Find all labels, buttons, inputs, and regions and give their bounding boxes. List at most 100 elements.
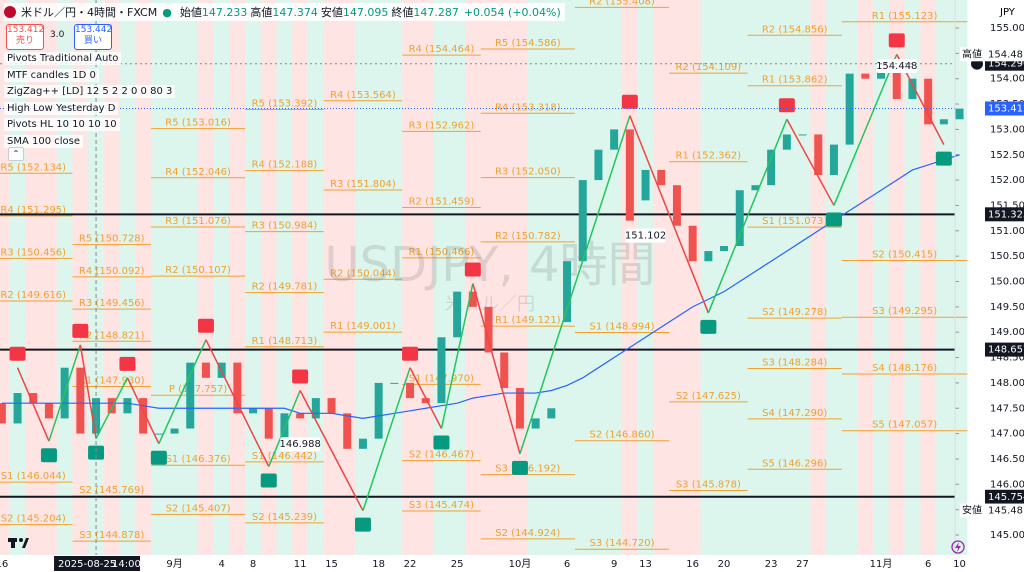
candle-body [720, 246, 729, 252]
swing-high-marker [72, 323, 89, 338]
candle-body [735, 190, 744, 247]
zigzag-segment [362, 367, 411, 511]
indicator-label: Pivots HL 10 10 10 10 [4, 118, 120, 131]
swing-low-marker [700, 319, 717, 334]
pivot-label: S5 (147.057) [872, 420, 937, 431]
swing-high-marker [621, 94, 638, 109]
ohlc-value: 147.233 [201, 6, 248, 19]
pivot-label: S3 (144.878) [79, 530, 144, 541]
low-box [960, 503, 1024, 518]
y-tick-label: 155.000 [990, 23, 1024, 34]
zigzag-segment [472, 283, 521, 455]
day-band [747, 0, 764, 555]
pivot-hl-box [280, 437, 321, 452]
candle-body [547, 408, 556, 419]
day-band [119, 0, 136, 555]
y-tick-label: 147.500 [990, 403, 1024, 414]
candle-body [798, 134, 807, 136]
candle-body [296, 413, 305, 419]
sell-button[interactable]: 153.412 売り [6, 24, 44, 50]
candle-body [845, 73, 854, 145]
pivot-label: R3 (152.962) [409, 120, 475, 131]
pivot-label: S2 (145.769) [79, 485, 144, 496]
zigzag-segment [833, 54, 898, 206]
pivot-label: R4 (151.295) [0, 205, 66, 216]
symbol-header: 米ドル／円・4時間・FXCM ● 始値147.233 高値147.374 安値147… [4, 3, 565, 21]
pivot-label: R1 (147.930) [79, 375, 145, 386]
candle-body [563, 261, 572, 323]
day-band [323, 0, 340, 555]
ohlc-label: 高値 [250, 6, 273, 19]
pivot-label: R2 (154.856) [762, 24, 828, 35]
swing-low-marker [40, 448, 57, 463]
candle-body [908, 78, 917, 99]
y-tick-label: 150.500 [990, 251, 1024, 262]
alert-icon[interactable] [951, 540, 965, 554]
pivot-label: S4 (148.176) [872, 363, 937, 374]
pivot-label: S2 (146.860) [589, 430, 654, 441]
candle-body [123, 398, 132, 414]
y-tick-label: 148.500 [990, 353, 1024, 364]
pivot-label: S2 (147.625) [676, 391, 741, 402]
day-band [716, 0, 732, 555]
ohlc-label: 始値 [179, 6, 202, 19]
change: +0.054 (+0.04%) [463, 5, 561, 19]
pivot-label: S2 (145.204) [1, 514, 66, 525]
swing-low-marker [433, 435, 450, 450]
swing-high-marker [464, 262, 481, 277]
pivot-label: R3 (150.456) [0, 247, 66, 258]
pivot-hl-label: 146.988 [279, 439, 320, 450]
watermark-symbol: USDJPY, 4時間 [325, 237, 656, 293]
day-band [653, 0, 670, 555]
pivot-label: S1 (146.376) [166, 454, 231, 465]
zigzag-segment [126, 377, 160, 445]
sell-label: 売り [15, 36, 34, 46]
swing-high-marker [9, 346, 26, 361]
pivot-label: R2 (154.109) [676, 62, 742, 73]
swing-low-marker [150, 450, 167, 465]
day-band [308, 0, 324, 555]
crosshair-date-box [54, 556, 141, 571]
pivot-label: R3 (150.984) [252, 221, 318, 232]
pivot-label: R3 (149.456) [79, 298, 145, 309]
day-band [465, 0, 481, 555]
symbol[interactable]: 米ドル／円・4時間・FXCM [21, 6, 158, 19]
pivot-label: S1 (146.044) [1, 471, 66, 482]
candle-body [170, 428, 179, 434]
swing-low-marker [354, 517, 371, 532]
swing-low-marker [511, 460, 528, 475]
x-tick-label: 11月 [870, 558, 893, 570]
zigzag-segment [629, 115, 710, 314]
pivot-label: S1 (151.073) [762, 216, 827, 227]
y-tick-label: 146.000 [990, 479, 1024, 490]
day-band [496, 0, 513, 555]
day-band [276, 0, 293, 555]
day-band [826, 0, 842, 555]
pivot-label: R3 (151.804) [330, 179, 396, 190]
pivot-label: R4 (153.564) [330, 90, 396, 101]
candle-body [13, 393, 22, 424]
day-band [135, 0, 151, 555]
pivot-label: S1 (148.994) [589, 322, 654, 333]
day-band [198, 0, 214, 555]
candle-body [233, 362, 242, 414]
status-dot: ● [162, 5, 172, 19]
candle-body [610, 129, 619, 150]
day-band [417, 0, 434, 555]
day-band [888, 0, 905, 555]
buy-label: 買い [83, 36, 102, 46]
pivot-label: S3 (148.284) [762, 358, 827, 369]
zigzag-segment [268, 390, 301, 467]
day-band [574, 0, 591, 555]
ohlc-value: 147.287 [413, 6, 459, 19]
candle-body [201, 362, 210, 378]
buy-button[interactable]: 153.442 買い [74, 24, 112, 50]
candle-body [672, 185, 681, 226]
collapse-button[interactable]: ⌃ [8, 147, 24, 161]
x-tick-label: 8 [250, 559, 256, 570]
candle-body [924, 78, 933, 125]
x-tick-label: 16 [0, 559, 8, 570]
candle-body [311, 398, 320, 419]
swing-low-marker [88, 445, 105, 460]
x-tick-label: 15 [325, 559, 338, 570]
